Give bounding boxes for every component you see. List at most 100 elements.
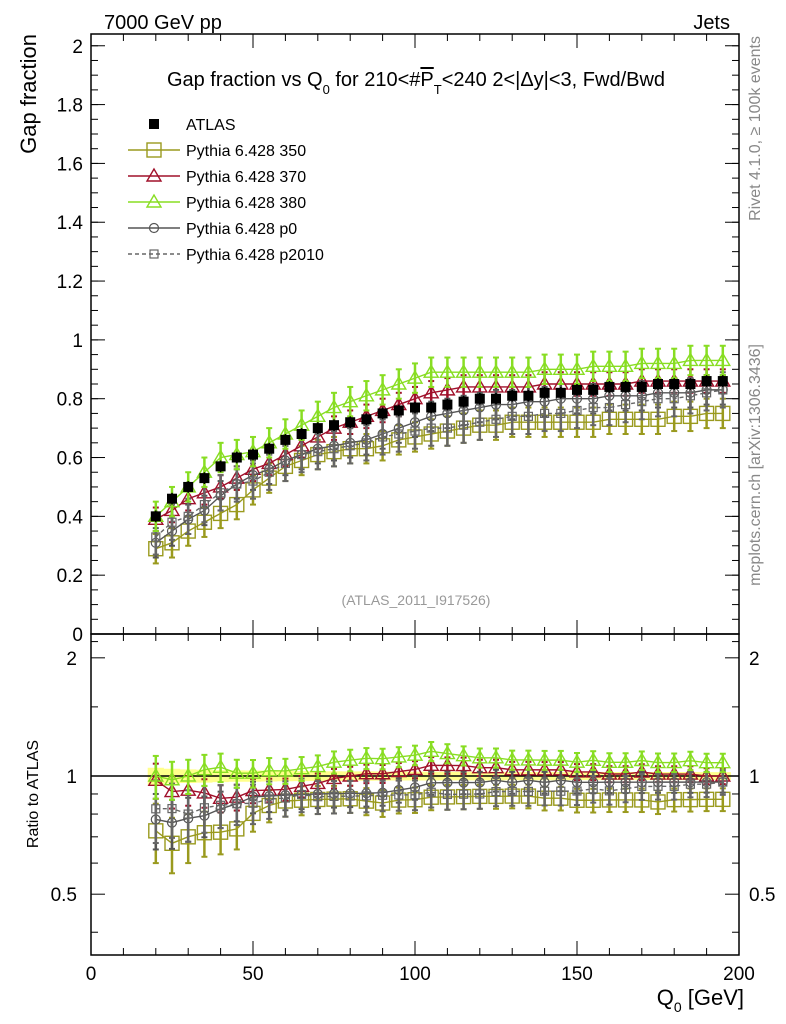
header-right: Jets (693, 12, 730, 34)
ratio-point (361, 791, 371, 801)
legend-entry: Pythia 6.428 350 (128, 142, 306, 160)
legend-label: Pythia 6.428 380 (186, 195, 306, 212)
ratio-point (455, 757, 472, 772)
ratio-point (390, 748, 408, 763)
title-c: <240 2<|Δy|<3, Fwd/Bwd (442, 69, 665, 91)
ratio-point (439, 757, 456, 772)
ratio-point (358, 749, 375, 764)
legend-marker (146, 142, 162, 158)
data-point (620, 399, 631, 410)
ratio-point (539, 786, 550, 796)
legend-label: Pythia 6.428 370 (186, 169, 306, 186)
atlas-point (183, 481, 194, 492)
x-tick-label: 150 (561, 964, 593, 985)
data-point (280, 458, 290, 469)
atlas-point (539, 387, 550, 398)
data-point (471, 363, 489, 378)
ratio-point (179, 767, 197, 782)
atlas-point (620, 381, 631, 392)
legend-entry: Pythia 6.428 380 (128, 193, 306, 212)
atlas-point (410, 402, 420, 413)
y-tick-label: 1.6 (57, 154, 83, 175)
ratio-point (536, 751, 553, 766)
atlas-point (588, 384, 599, 395)
data-point (345, 441, 355, 451)
data-point (374, 381, 391, 396)
data-point (361, 438, 371, 448)
ratio-point (601, 753, 618, 769)
atlas-point (717, 376, 728, 387)
ratio-point (244, 764, 262, 779)
legend-marker (145, 167, 163, 182)
atlas-point (312, 423, 323, 434)
ratio-point (718, 777, 728, 787)
y-tick-label: 0.2 (57, 566, 83, 587)
data-point (698, 352, 715, 367)
data-point (183, 511, 193, 521)
ratio-point (491, 787, 501, 797)
data-point (297, 449, 307, 460)
chart-title: Gap fraction vs Q0 for 210<#PT<240 2<|Δy… (167, 69, 665, 97)
x-tick-label: 0 (86, 964, 97, 985)
data-point (455, 363, 472, 378)
data-point (439, 363, 456, 378)
ratio-point (212, 758, 229, 773)
ratio-point (523, 786, 534, 797)
ratio-point (475, 789, 485, 799)
ratio-point (669, 781, 679, 791)
data-point (439, 381, 456, 396)
ratio-series-2 (147, 740, 732, 801)
ratio-point (329, 791, 339, 801)
data-point (358, 387, 375, 402)
data-point (633, 355, 651, 370)
legend-marker-atlas (149, 119, 159, 129)
atlas-point (555, 387, 566, 398)
ratio-point (325, 753, 343, 768)
data-point (232, 479, 242, 489)
data-point (653, 394, 663, 404)
data-point (341, 393, 359, 408)
ratio-point (199, 803, 209, 813)
ratio-point (459, 789, 469, 799)
ratio-point (151, 804, 161, 814)
y-axis-label: Gap fraction (16, 34, 41, 154)
ratio-y-tick-label: 0.5 (51, 885, 77, 906)
data-point (588, 402, 598, 413)
ratio-point (637, 781, 647, 792)
ratio-point (248, 798, 258, 808)
legend-label: Pythia 6.428 p2010 (186, 247, 324, 264)
atlas-point (458, 396, 469, 407)
data-point (523, 411, 534, 421)
legend-label: Pythia 6.428 p0 (186, 221, 297, 238)
atlas-point (361, 414, 372, 425)
data-point (714, 352, 732, 367)
data-point (378, 432, 388, 442)
atlas-point (604, 381, 615, 392)
ratio-point (471, 749, 489, 764)
data-point (491, 414, 501, 424)
ratio-point (422, 756, 440, 771)
legend-marker (149, 249, 159, 259)
ratio-point (439, 745, 456, 760)
data-point (539, 408, 550, 419)
mcplots-label: mcplots.cern.ch [arXiv:1306.3436] (747, 344, 764, 586)
data-point (617, 357, 634, 373)
y-tick-label: 0.6 (57, 449, 83, 470)
ratio-point (394, 790, 404, 800)
ratio-point (442, 789, 452, 800)
atlas-point (199, 473, 210, 484)
x-tick-label: 200 (723, 964, 755, 985)
ratio-point (584, 751, 602, 767)
atlas-point (231, 452, 242, 463)
atlas-point (572, 384, 582, 395)
data-point (503, 363, 521, 378)
rivet-label: Rivet 4.1.0, ≥ 100k events (747, 36, 764, 221)
data-point (507, 411, 517, 421)
data-point (426, 423, 436, 433)
data-point (325, 399, 343, 414)
legend-entry-atlas: ATLAS (149, 117, 236, 134)
data-point (248, 476, 258, 486)
data-point (568, 360, 586, 375)
legend-marker (145, 193, 163, 208)
data-point (167, 517, 177, 527)
